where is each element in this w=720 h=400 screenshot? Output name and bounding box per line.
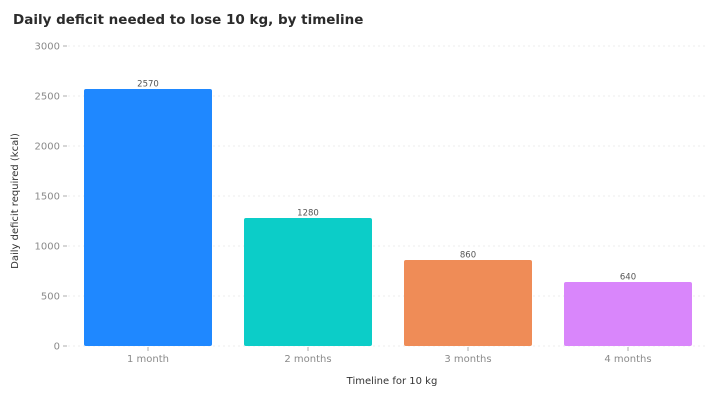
y-tick-label: 500 <box>41 292 60 303</box>
x-tick-label: 3 months <box>444 354 491 365</box>
y-tick-label: 1500 <box>35 192 60 203</box>
y-tick-label: 3000 <box>35 42 60 53</box>
bar-1 <box>84 89 212 346</box>
y-tick-label: 0 <box>54 342 60 353</box>
x-tick-label: 2 months <box>284 354 331 365</box>
y-tick-label: 2000 <box>35 142 60 153</box>
bar-2 <box>244 218 372 346</box>
x-tick-label: 1 month <box>127 354 169 365</box>
y-tick-label: 2500 <box>35 92 60 103</box>
data-label: 1280 <box>297 209 319 219</box>
y-axis-label: Daily deficit required (kcal) <box>10 133 21 269</box>
x-tick-label: 4 months <box>604 354 651 365</box>
data-label: 640 <box>620 273 636 283</box>
y-tick-label: 1000 <box>35 242 60 253</box>
bar-4 <box>564 282 692 346</box>
x-axis-label: Timeline for 10 kg <box>346 376 438 387</box>
bar-3 <box>404 260 532 346</box>
data-label: 2570 <box>137 80 159 90</box>
chart-title: Daily deficit needed to lose 10 kg, by t… <box>13 12 364 28</box>
data-label: 860 <box>460 251 476 261</box>
